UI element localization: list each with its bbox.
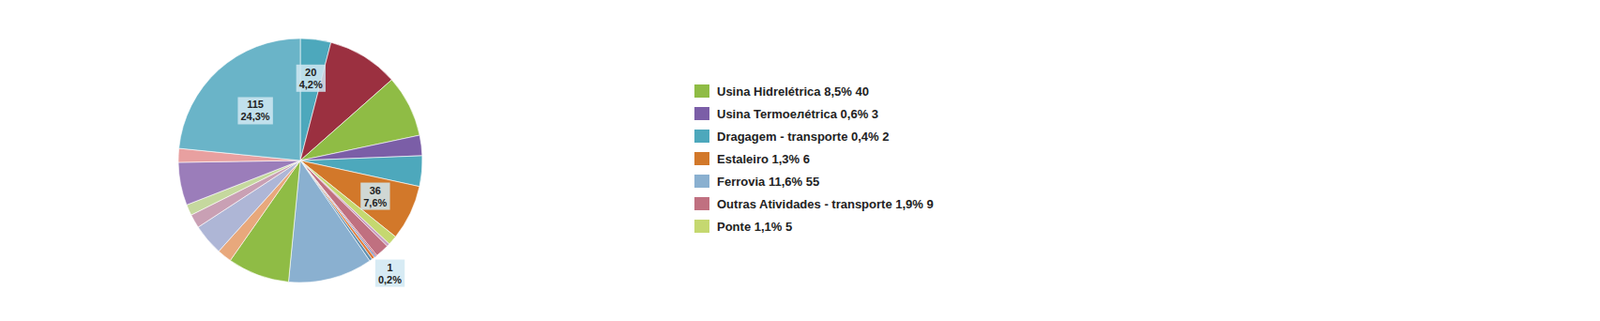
legend-label: Ferrovia 11,6% 55	[716, 174, 820, 189]
legend-label: Usina Termoелétrica 0,6% 3	[716, 106, 879, 122]
legend-item: Usina Hidrelétrica 8,5% 40	[694, 84, 869, 99]
data-labels: 204,2% 367,6% 10,2% 11524,3%	[237, 64, 405, 288]
legend-label: Dragagem - transporte 0,4% 2	[716, 129, 890, 144]
legend: Usina Hidrelétrica 8,5% 40 Usina Termoелé…	[694, 84, 934, 234]
data-label-background	[360, 182, 390, 211]
data-label-group: 367,6%	[360, 182, 390, 211]
legend-item: Dragagem - transporte 0,4% 2	[694, 129, 890, 144]
legend-item: Outras Atividades - transporte 1,9% 9	[694, 197, 934, 212]
legend-swatch	[694, 106, 710, 121]
legend-item: Usina Termoелétrica 0,6% 3	[694, 106, 879, 122]
legend-label: Estaleiro 1,3% 6	[716, 152, 810, 167]
legend-item: Estaleiro 1,3% 6	[694, 152, 810, 167]
legend-item: Ferrovia 11,6% 55	[694, 174, 820, 189]
data-label: 204,2%	[299, 66, 323, 91]
pie-slice	[179, 38, 301, 161]
chart: 204,2% 367,6% 10,2% 11524,3% Usina Hidrelétr…	[0, 0, 1600, 321]
legend-swatch	[694, 174, 710, 188]
data-label: 367,6%	[363, 184, 387, 209]
legend-label: Outras Atividades - transporte 1,9% 9	[716, 197, 934, 212]
pie-slice	[288, 160, 370, 283]
data-label-group: 11524,3%	[237, 96, 273, 124]
pie-slice	[178, 160, 301, 205]
data-label: 11524,3%	[240, 98, 270, 122]
legend-label: Ponte 1,1% 5	[716, 219, 793, 234]
legend-label: Usina Hidrelétrica 8,5% 40	[716, 84, 869, 99]
data-label-background	[237, 96, 273, 124]
legend-swatch	[694, 84, 710, 98]
data-label: 10,2%	[378, 261, 402, 286]
legend-swatch	[694, 197, 710, 211]
data-label-background	[375, 259, 405, 288]
legend-swatch	[694, 129, 710, 143]
pie	[178, 38, 423, 283]
legend-swatch	[694, 152, 710, 166]
data-label-group: 204,2%	[296, 64, 326, 92]
legend-swatch	[694, 219, 710, 233]
data-label-group: 10,2%	[375, 259, 405, 288]
legend-item: Ponte 1,1% 5	[694, 219, 793, 234]
data-label-background	[296, 64, 326, 92]
